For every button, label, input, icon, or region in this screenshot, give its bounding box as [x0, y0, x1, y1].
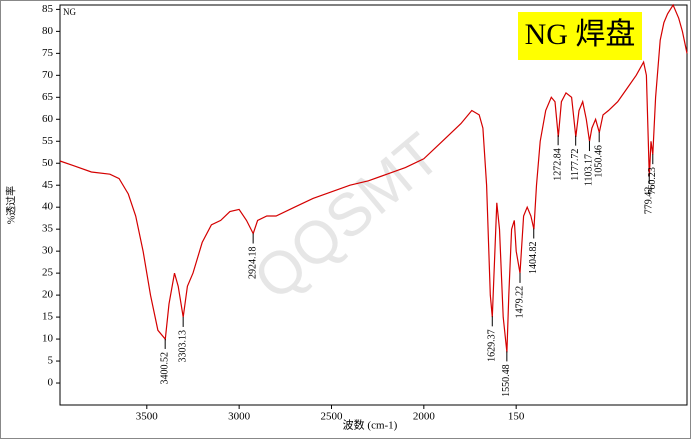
x-axis-label: 波数 (cm-1) — [343, 419, 398, 432]
y-tick-label: 60 — [42, 113, 54, 125]
y-tick-label: 20 — [42, 289, 54, 301]
x-tick-label: 150 — [508, 411, 525, 423]
peak-label: 1103.17 — [584, 154, 595, 186]
x-tick-label: 3500 — [136, 411, 159, 423]
y-tick-label: 85 — [42, 3, 54, 15]
peak-label: 1629.37 — [487, 329, 498, 362]
y-tick-label: 30 — [42, 245, 54, 257]
peak-label: 3303.13 — [177, 330, 188, 363]
y-tick-label: 45 — [42, 179, 54, 191]
y-tick-label: 25 — [42, 267, 54, 279]
y-tick-label: 5 — [48, 355, 54, 367]
x-tick-label: 3000 — [228, 411, 251, 423]
y-tick-label: 0 — [48, 377, 54, 389]
y-tick-label: 55 — [42, 135, 54, 147]
y-tick-label: 10 — [42, 333, 54, 345]
plot-frame — [59, 4, 688, 406]
chart-title: NG 焊盘 — [525, 18, 636, 51]
peak-label: 2924.18 — [247, 247, 258, 279]
peak-label: 760.23 — [647, 167, 658, 195]
y-tick-label: 40 — [42, 201, 54, 213]
peak-label: 3400.52 — [159, 352, 170, 385]
peak-label: 1050.46 — [593, 145, 604, 178]
x-tick-label: 2500 — [320, 411, 343, 423]
x-tick-label: 2000 — [413, 411, 436, 423]
y-tick-label: 15 — [42, 311, 54, 323]
y-tick-label: 50 — [42, 157, 54, 169]
peak-label: 1177.72 — [570, 149, 581, 181]
y-tick-label: 75 — [42, 47, 54, 59]
y-tick-label: 65 — [42, 91, 54, 103]
peak-label: 1550.48 — [501, 364, 512, 397]
y-axis-label: %透过率 — [4, 186, 17, 224]
y-tick-label: 80 — [42, 25, 54, 37]
y-tick-label: 70 — [42, 69, 54, 81]
y-tick-label: 35 — [42, 223, 54, 235]
peak-label: 1479.22 — [514, 286, 525, 319]
spectrum-line — [59, 3, 688, 353]
peak-label: 779.42 — [644, 187, 655, 215]
peak-label: 1404.82 — [528, 242, 539, 275]
peak-label: 1272.84 — [552, 148, 563, 181]
title-box — [518, 12, 642, 60]
corner-label: NG — [63, 7, 76, 17]
